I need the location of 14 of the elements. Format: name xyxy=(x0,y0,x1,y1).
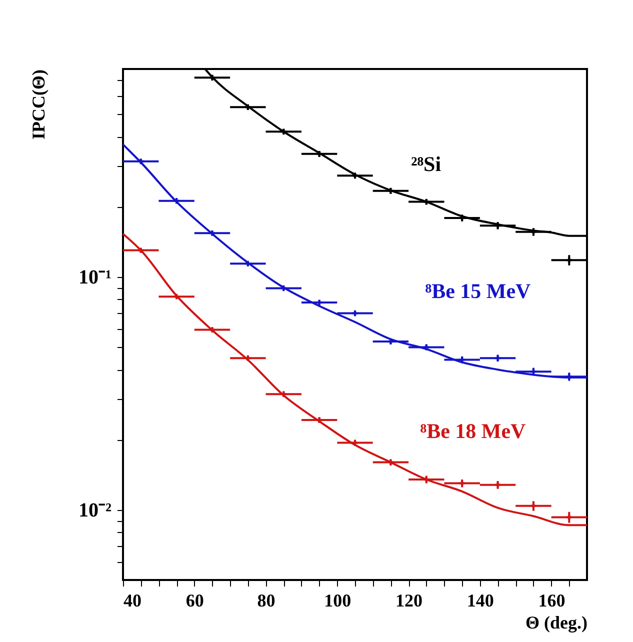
x-tick-label: 100 xyxy=(324,590,352,610)
series-label: ⁸Be 18 MeV xyxy=(420,419,526,443)
y-axis-title: IPCC(Θ) xyxy=(28,70,49,140)
text: ⁸Be 15 MeV xyxy=(425,279,531,303)
x-tick-label: 40 xyxy=(124,590,142,610)
x-axis-title: Θ (deg.) xyxy=(526,612,588,632)
x-tick-label: 60 xyxy=(186,590,204,610)
x-tick-label: 80 xyxy=(257,590,276,610)
series-label: ²⁸Si xyxy=(410,152,442,176)
x-tick-label: 140 xyxy=(466,590,494,610)
y-tick-label: 10⁻² xyxy=(78,499,112,522)
x-tick-label: 160 xyxy=(538,590,566,610)
x-tick-label: 120 xyxy=(396,590,423,610)
y-tick-label: 10⁻¹ xyxy=(78,266,112,288)
